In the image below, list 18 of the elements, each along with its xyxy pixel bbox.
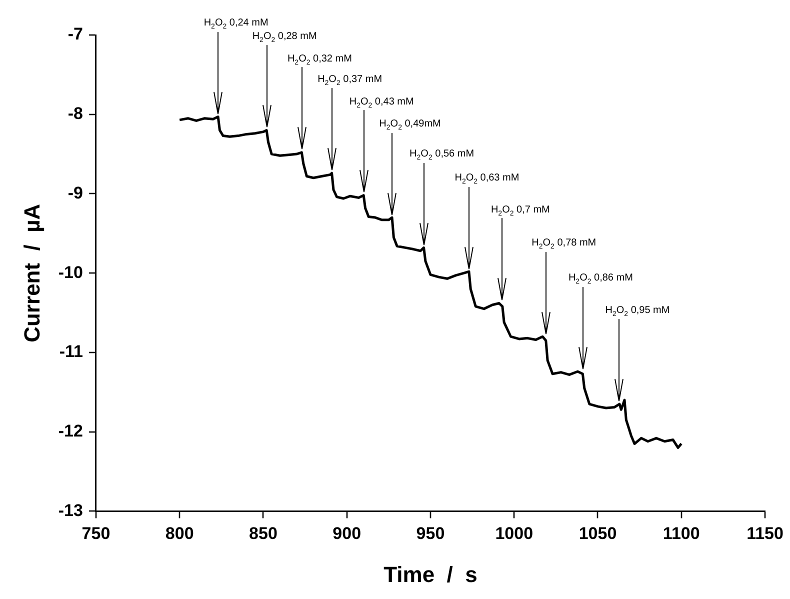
y-tick-label: -7 [68,24,83,44]
x-tick-label: 950 [416,524,445,544]
x-tick-label: 1050 [578,524,617,544]
y-tick-label: -11 [59,342,83,362]
y-tick-label: -12 [58,422,83,441]
x-tick-label: 1000 [495,524,534,544]
x-tick-label: 850 [249,524,278,544]
x-tick-label: 750 [82,524,110,544]
y-tick-label: -8 [68,104,83,124]
x-tick-label: 1150 [746,524,784,544]
y-tick-label: -10 [58,262,83,282]
x-tick-label: 1100 [662,524,700,544]
x-tick-label: 800 [165,524,194,544]
y-tick-label: -9 [68,183,83,202]
x-axis-title: Time / s [384,562,478,587]
x-tick-label: 900 [332,524,362,544]
y-axis-title: Current / µA [19,204,44,342]
y-tick-label: -13 [58,500,83,520]
